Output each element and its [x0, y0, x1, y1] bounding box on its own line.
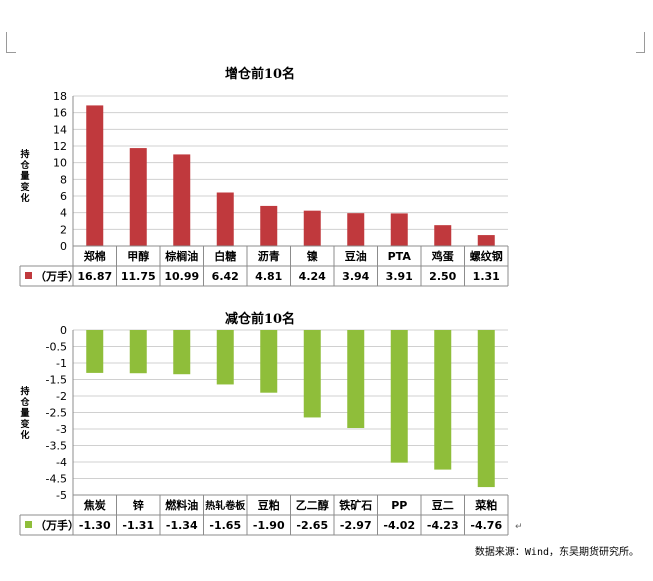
- bar: [390, 213, 408, 246]
- category-label: 甲醇: [127, 249, 149, 263]
- y-axis-label: 持仓量变化: [20, 387, 30, 441]
- bar: [129, 148, 147, 246]
- bar: [86, 330, 104, 373]
- y-tick-label: 12: [53, 140, 67, 153]
- category-label: 豆粕: [258, 498, 280, 512]
- data-label: 10.99: [164, 270, 199, 283]
- category-label: 镍: [307, 249, 318, 263]
- category-label: 锌: [133, 498, 144, 512]
- y-tick-label: 10: [53, 157, 67, 170]
- bar: [303, 330, 321, 418]
- bar: [173, 330, 191, 375]
- legend-label: （万手）: [35, 518, 79, 532]
- category-label: 菜粕: [474, 498, 497, 512]
- data-label: -2.65: [296, 519, 328, 532]
- bar: [216, 330, 234, 385]
- category-label: 豆油: [345, 249, 367, 263]
- category-label: 鸡蛋: [431, 249, 455, 263]
- category-label: 燃料油: [164, 498, 198, 512]
- category-label: 豆二: [432, 499, 454, 512]
- return-mark: ↵: [515, 522, 523, 532]
- y-tick-label: 6: [60, 190, 67, 203]
- bar: [216, 192, 234, 246]
- chart-title: 增仓前10名: [224, 67, 296, 82]
- data-label: 3.94: [342, 270, 369, 283]
- category-label: PP: [391, 499, 407, 512]
- data-label: -1.34: [166, 519, 198, 532]
- category-label: 热轧卷板: [205, 499, 246, 512]
- bar: [390, 330, 408, 463]
- data-label: -2.97: [340, 519, 372, 532]
- data-label: 16.87: [77, 270, 112, 283]
- legend-label: （万手）: [35, 269, 79, 283]
- y-tick-label: 8: [60, 173, 67, 186]
- y-tick-label: -4: [56, 456, 67, 469]
- chart-title: 减仓前10名: [224, 312, 296, 327]
- source-note: 数据来源：Wind，东吴期货研究所。: [474, 547, 639, 558]
- bar: [434, 330, 452, 470]
- y-tick-label: -2: [56, 390, 67, 403]
- y-tick-label: 14: [53, 123, 67, 136]
- y-tick-label: -5: [56, 489, 67, 502]
- y-tick-label: -1.5: [46, 374, 67, 387]
- data-label: -1.65: [209, 519, 241, 532]
- data-label: -4.02: [383, 519, 415, 532]
- bar: [129, 330, 147, 374]
- legend-swatch: [25, 521, 32, 528]
- category-label: 郑棉: [84, 249, 106, 263]
- bar: [260, 330, 278, 393]
- bar: [347, 330, 365, 429]
- y-tick-label: -1: [56, 357, 67, 370]
- category-label: 棕榈油: [164, 249, 198, 263]
- data-label: 4.81: [255, 270, 282, 283]
- category-label: 白糖: [214, 249, 236, 263]
- y-tick-label: -0.5: [46, 341, 67, 354]
- bar: [477, 235, 495, 246]
- legend-swatch: [25, 272, 32, 279]
- y-tick-label: -3: [56, 423, 67, 436]
- corner-mark: [6, 32, 7, 52]
- data-label: -4.23: [427, 519, 459, 532]
- y-tick-label: -3.5: [46, 440, 67, 453]
- bar: [86, 105, 104, 247]
- data-label: -1.31: [122, 519, 154, 532]
- bar: [303, 210, 321, 246]
- data-label: -1.90: [253, 519, 285, 532]
- category-label: 乙二醇: [296, 498, 329, 512]
- category-label: 铁矿石: [339, 498, 372, 512]
- data-label: -1.30: [79, 519, 111, 532]
- bar: [173, 154, 191, 246]
- bar: [260, 205, 278, 246]
- data-label: -4.76: [470, 519, 502, 532]
- corner-mark: [636, 52, 645, 53]
- data-label: 6.42: [212, 270, 239, 283]
- y-tick-label: 0: [60, 240, 67, 253]
- data-label: 2.50: [429, 270, 456, 283]
- chart-increase: 0 2 4 6 8 10 12 14 16 18 郑棉 16.87 甲醇 11.75 棕榈油 10.99 白糖 6…: [19, 90, 509, 287]
- y-tick-label: 4: [60, 207, 67, 220]
- y-tick-label: 2: [60, 223, 67, 236]
- y-axis-label: 持仓量变化: [20, 150, 30, 204]
- y-tick-label: 18: [53, 90, 67, 103]
- y-tick-label: 0: [60, 324, 67, 337]
- bar: [477, 330, 495, 488]
- corner-mark: [6, 52, 16, 53]
- y-tick-label: -2.5: [46, 407, 67, 420]
- category-label: 沥青: [258, 249, 280, 263]
- category-label: 螺纹钢: [470, 249, 503, 263]
- data-label: 3.91: [386, 270, 413, 283]
- data-label: 4.24: [299, 270, 326, 283]
- y-tick-label: -4.5: [46, 473, 67, 486]
- bar: [434, 225, 452, 246]
- bar: [347, 213, 365, 246]
- y-tick-label: 16: [53, 107, 67, 120]
- category-label: 焦炭: [83, 498, 106, 512]
- corner-mark: [644, 32, 645, 52]
- data-label: 1.31: [473, 270, 500, 283]
- data-label: 11.75: [121, 270, 156, 283]
- category-label: PTA: [388, 250, 412, 263]
